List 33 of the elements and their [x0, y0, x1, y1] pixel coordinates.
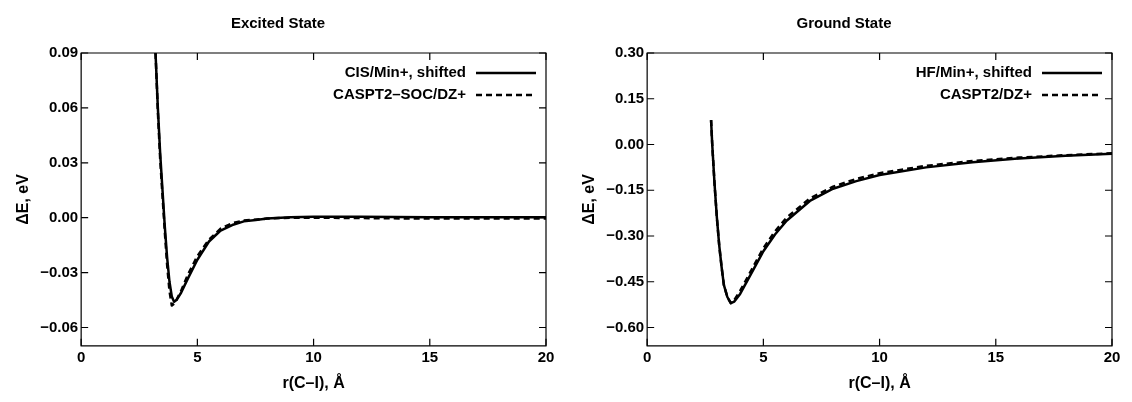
y-tick-label: 0.00 [614, 134, 645, 152]
y-tick-label: −0.60 [606, 317, 645, 335]
x-tick-label: 10 [305, 347, 322, 365]
y-tick-label: −0.15 [606, 180, 645, 198]
y-tick-label: 0.09 [48, 43, 79, 61]
x-tick-label: 5 [759, 347, 768, 365]
y-axis-title: ΔE, eV [580, 173, 598, 225]
chart-title: Excited State [230, 14, 326, 32]
y-tick-label: 0.03 [48, 152, 79, 170]
y-tick-label: −0.45 [606, 271, 645, 289]
x-tick-label: 10 [871, 347, 888, 365]
y-tick-label: 0.15 [614, 88, 645, 106]
y-tick-label: 0.00 [48, 207, 79, 225]
x-axis-title: r(C–I), Å [282, 372, 346, 391]
x-tick-label: 20 [537, 347, 555, 365]
chart-title: Ground State [796, 14, 892, 32]
x-tick-label: 0 [642, 347, 652, 365]
legend-label: CASPT2/DZ+ [939, 85, 1033, 103]
y-tick-label: −0.06 [40, 317, 79, 335]
legend-label: CIS/Min+, shifted [344, 63, 466, 81]
x-tick-label: 15 [421, 347, 439, 365]
x-tick-label: 0 [76, 347, 86, 365]
y-axis-title: ΔE, eV [14, 173, 32, 225]
legend-label: CASPT2–SOC/DZ+ [333, 85, 467, 103]
x-tick-label: 20 [1103, 347, 1121, 365]
y-tick-label: −0.03 [40, 262, 79, 280]
y-tick-label: 0.30 [614, 43, 645, 61]
y-tick-label: 0.06 [48, 98, 79, 116]
legend-label: HF/Min+, shifted [915, 63, 1032, 81]
x-tick-label: 5 [193, 347, 202, 365]
y-tick-label: −0.30 [606, 226, 645, 244]
x-axis-title: r(C–I), Å [848, 372, 912, 391]
x-tick-label: 15 [987, 347, 1005, 365]
